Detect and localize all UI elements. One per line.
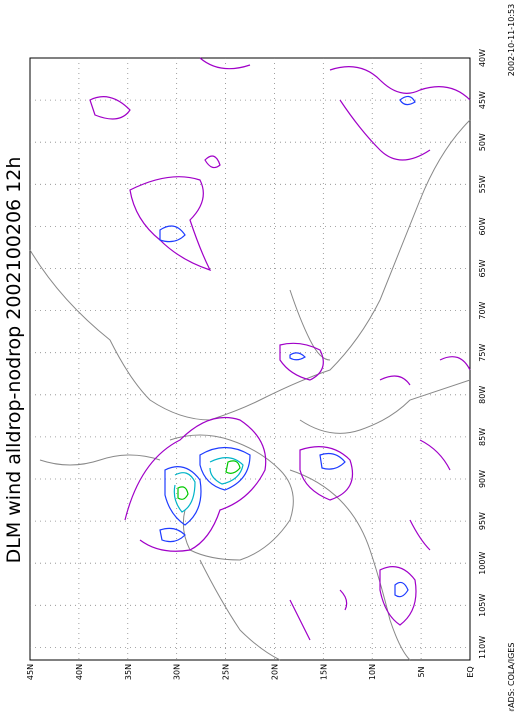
lat-label: 45N (26, 664, 35, 680)
lat-label: 25N (222, 664, 231, 680)
lat-label: 30N (173, 664, 182, 680)
lon-label: 65W (478, 259, 487, 277)
contours (89, 57, 471, 641)
lon-label: 90W (478, 470, 487, 488)
lon-label: 100W (478, 552, 487, 575)
lon-label: 80W (478, 386, 487, 404)
lat-label: EQ (466, 666, 475, 677)
lon-label: 95W (478, 512, 487, 530)
lon-label: 50W (478, 133, 487, 151)
lon-label: 40W (478, 49, 487, 67)
lon-label: 70W (478, 301, 487, 319)
lat-label: 20N (270, 664, 279, 680)
lat-label: 40N (75, 664, 84, 680)
lat-label: 15N (319, 664, 328, 680)
map-title: DLM wind alldrop-nodrop 2002100206 12h (3, 157, 25, 564)
lat-label: 10N (368, 664, 377, 680)
lat-label: 5N (417, 666, 426, 677)
lat-label: 35N (124, 664, 133, 680)
lon-label: 105W (478, 594, 487, 617)
coastlines (29, 119, 471, 661)
lon-label: 85W (478, 428, 487, 446)
lon-label: 55W (478, 175, 487, 193)
lon-label: 75W (478, 344, 487, 362)
lon-label: 60W (478, 217, 487, 235)
plot-frame (29, 57, 471, 661)
timestamp: 2002-10-11-10:53 (507, 4, 516, 76)
lon-label: 45W (478, 91, 487, 109)
credit: GrADS: COLA/IGES (507, 643, 516, 712)
lon-label: 110W (478, 636, 487, 659)
grid (30, 58, 470, 660)
